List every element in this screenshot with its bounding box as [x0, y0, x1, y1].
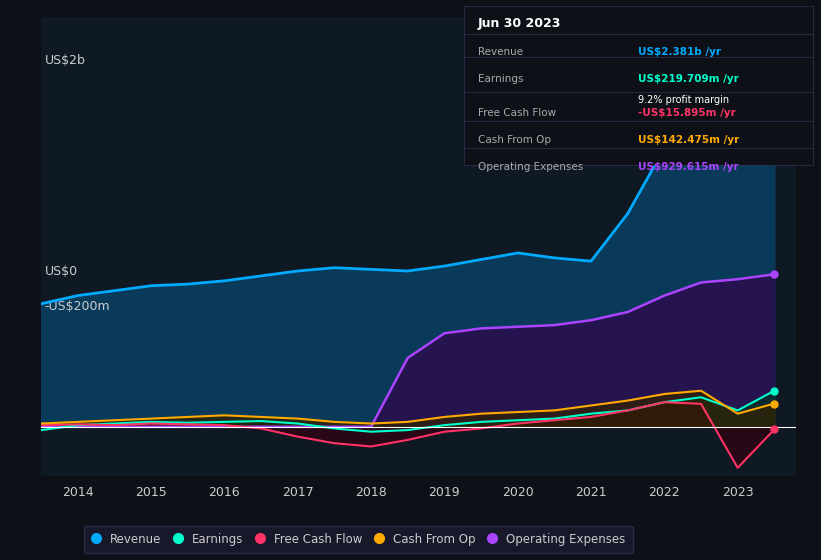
Text: Revenue: Revenue	[478, 47, 523, 57]
Text: Jun 30 2023: Jun 30 2023	[478, 17, 562, 30]
Text: US$0: US$0	[45, 265, 78, 278]
Text: -US$200m: -US$200m	[45, 300, 111, 312]
Text: Free Cash Flow: Free Cash Flow	[478, 108, 556, 118]
Text: Operating Expenses: Operating Expenses	[478, 162, 583, 172]
Text: -US$15.895m /yr: -US$15.895m /yr	[639, 108, 736, 118]
Text: 9.2% profit margin: 9.2% profit margin	[639, 95, 729, 105]
Text: US$219.709m /yr: US$219.709m /yr	[639, 74, 739, 84]
Text: US$2.381b /yr: US$2.381b /yr	[639, 47, 722, 57]
Text: US$2b: US$2b	[45, 54, 85, 67]
Text: Cash From Op: Cash From Op	[478, 135, 551, 145]
Text: Earnings: Earnings	[478, 74, 523, 84]
Text: US$929.615m /yr: US$929.615m /yr	[639, 162, 739, 172]
Legend: Revenue, Earnings, Free Cash Flow, Cash From Op, Operating Expenses: Revenue, Earnings, Free Cash Flow, Cash …	[84, 526, 633, 553]
Text: US$142.475m /yr: US$142.475m /yr	[639, 135, 740, 145]
